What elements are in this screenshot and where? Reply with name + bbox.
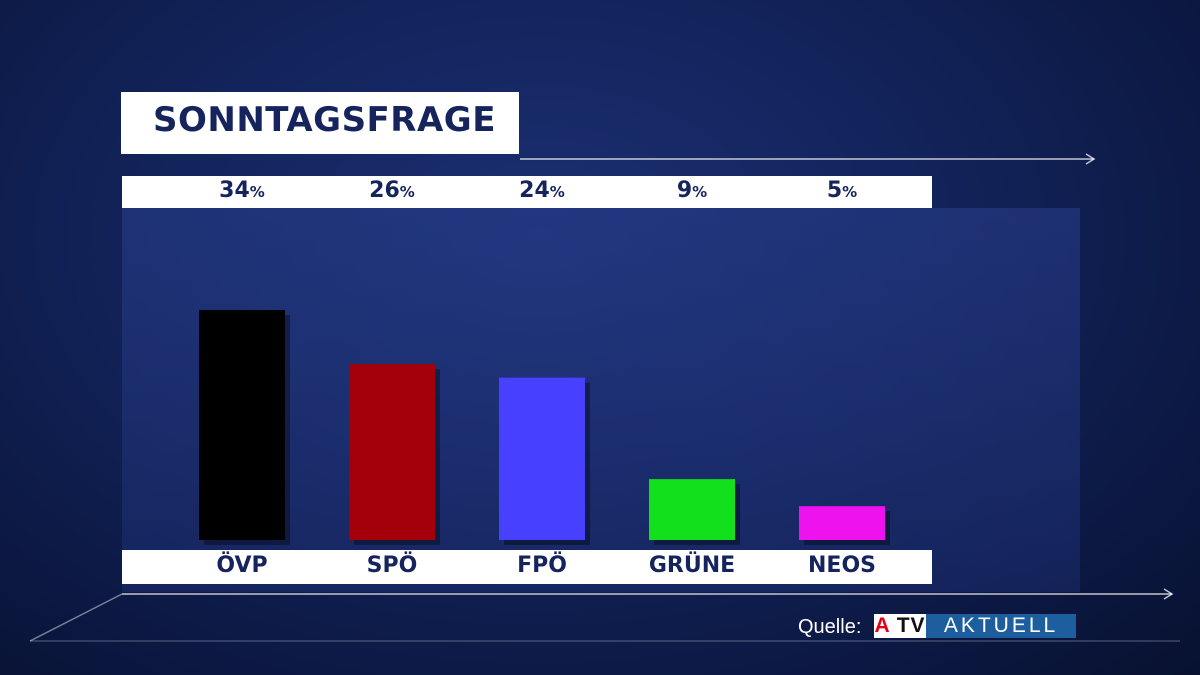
bar-2 (499, 377, 585, 540)
category-label: FPÖ (517, 553, 567, 578)
bar-4 (799, 506, 885, 540)
bottom-arrow-head (1163, 588, 1174, 600)
value-unit: % (692, 183, 708, 201)
category-label: GRÜNE (648, 553, 736, 578)
value-number: 34 (219, 178, 250, 203)
value-label: 5% (782, 178, 902, 203)
top-arrow-head (1085, 153, 1096, 165)
source-label: Quelle: (798, 616, 862, 638)
value-unit: % (249, 183, 265, 201)
value-number: 9 (676, 178, 693, 203)
category-strip: ÖVP SPÖ FPÖ GRÜNE NEOS (122, 550, 932, 584)
category-label: SPÖ (366, 553, 418, 578)
chart-title: SONNTAGSFRAGE (153, 100, 496, 140)
value-label: 34% (182, 178, 302, 203)
bar-3 (649, 479, 735, 540)
aktuell-logo: AKTUELL (926, 614, 1076, 638)
bar-1 (349, 364, 435, 540)
value-strip: 34% 26% 24% 9% 5% (122, 176, 932, 208)
value-unit: % (399, 183, 415, 201)
value-number: 24 (519, 178, 550, 203)
value-label: 26% (332, 178, 452, 203)
title-box: SONNTAGSFRAGE (121, 92, 519, 154)
atv-logo: A TV (874, 614, 926, 638)
value-number: 26 (369, 178, 400, 203)
bar-0 (199, 310, 285, 540)
value-label: 9% (632, 178, 752, 203)
atv-logo-text: A (874, 614, 890, 637)
value-number: 5 (826, 178, 843, 203)
atv-logo-rest: TV (896, 614, 926, 637)
value-label: 24% (482, 178, 602, 203)
value-unit: % (549, 183, 565, 201)
perspective-line (29, 593, 123, 642)
value-unit: % (842, 183, 858, 201)
category-label: ÖVP (216, 553, 268, 578)
category-label: NEOS (808, 553, 876, 578)
